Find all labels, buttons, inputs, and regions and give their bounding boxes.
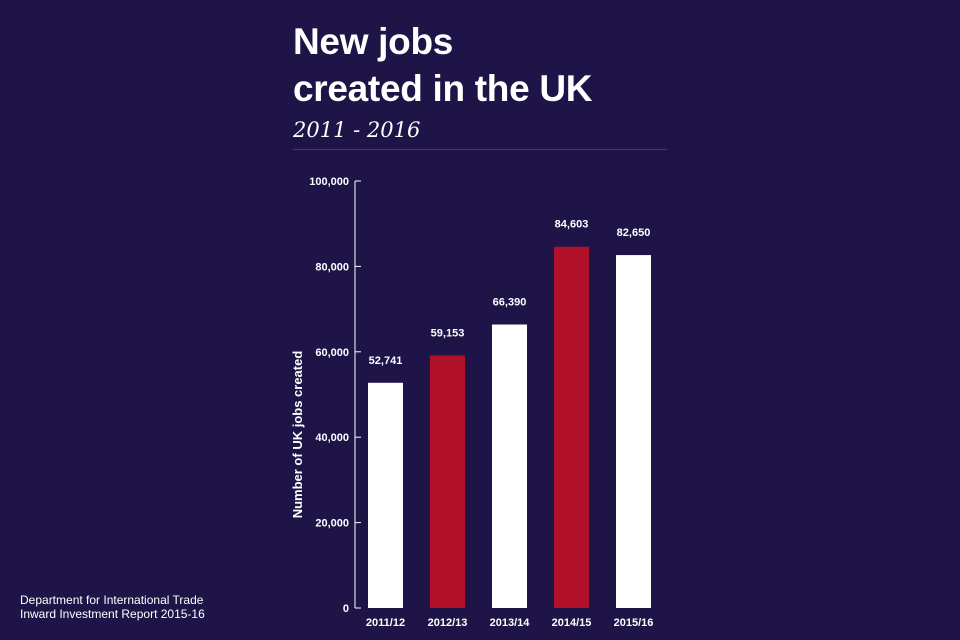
- bar-value-label: 59,153: [431, 327, 465, 339]
- x-tick-label: 2013/14: [490, 617, 531, 629]
- title-divider: [293, 149, 667, 150]
- x-tick-label: 2011/12: [366, 617, 405, 629]
- x-tick-label: 2014/15: [552, 617, 592, 629]
- value-labels-group: 52,741 59,153 66,390 84,603 82,650: [369, 219, 651, 367]
- y-tick-label: 60,000: [315, 347, 349, 359]
- y-axis-title: Number of UK jobs created: [290, 351, 305, 519]
- bar-value-label: 82,650: [617, 227, 651, 239]
- chart-subtitle: 2011 - 2016: [293, 118, 421, 142]
- chart-title-line-1: New jobs: [293, 21, 454, 62]
- chart-title-line-2: created in the UK: [293, 68, 593, 109]
- x-labels-group: 2011/12 2012/13 2013/14 2014/15 2015/16: [366, 617, 653, 629]
- y-tick-label: 100,000: [309, 176, 349, 188]
- bar-2015-16: [616, 255, 651, 608]
- x-tick-label: 2012/13: [428, 617, 468, 629]
- bar-2014-15: [554, 246, 589, 609]
- y-tick-label: 0: [343, 603, 349, 615]
- x-tick-label: 2015/16: [614, 617, 654, 629]
- bars-group: [368, 246, 651, 609]
- chart-title: New jobs created in the UK: [293, 18, 713, 112]
- bar-value-label: 66,390: [493, 297, 527, 309]
- y-axis: 0 20,000 40,000 60,000 80,000 100,000: [309, 176, 361, 615]
- source-line-1: Department for International Trade: [20, 593, 204, 607]
- bar-2013-14: [492, 324, 527, 608]
- bar-2012-13: [430, 355, 465, 608]
- bar-value-label: 52,741: [369, 355, 403, 367]
- bar-value-label: 84,603: [555, 219, 589, 231]
- y-tick-label: 40,000: [315, 432, 349, 444]
- source-line-2: Inward Investment Report 2015-16: [20, 607, 205, 621]
- y-tick-label: 20,000: [315, 518, 349, 530]
- source-note: Department for International Trade Inwar…: [20, 593, 205, 621]
- y-tick-label: 80,000: [315, 261, 349, 273]
- bar-2011-12: [368, 382, 403, 608]
